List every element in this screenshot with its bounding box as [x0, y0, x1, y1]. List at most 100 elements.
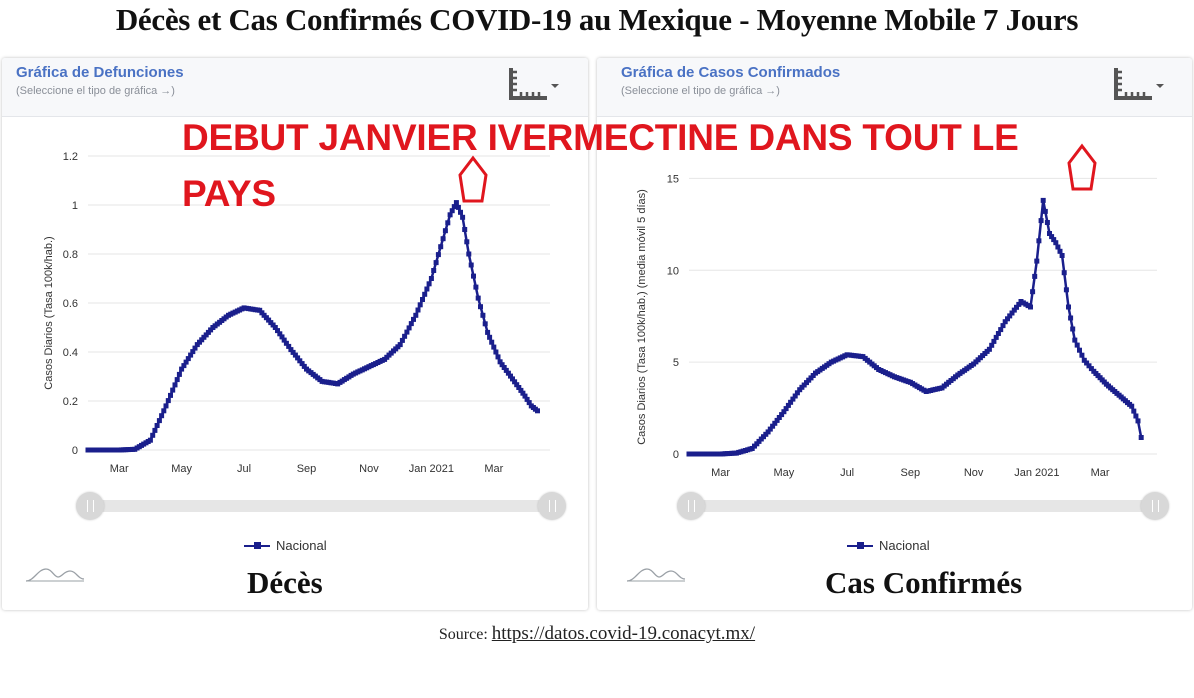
deaths-chart-panel: Gráfica de Defunciones (Seleccione el ti…	[2, 58, 588, 610]
y-tick-label: 0	[72, 445, 78, 457]
data-point	[995, 331, 1001, 336]
data-point	[466, 251, 472, 257]
date-range-slider[interactable]	[76, 492, 566, 520]
data-point	[1038, 218, 1044, 224]
data-point	[497, 359, 503, 365]
slider-track[interactable]	[90, 500, 552, 512]
data-point	[295, 355, 301, 361]
figure-title: Décès et Cas Confirmés COVID-19 au Mexiq…	[115, 2, 1079, 37]
data-point	[292, 352, 298, 358]
chart-type-selector[interactable]	[1112, 64, 1168, 104]
series-line	[88, 201, 539, 452]
data-point	[406, 325, 412, 331]
data-point	[190, 349, 196, 355]
panel-title: Gráfica de Casos Confirmados	[621, 64, 841, 81]
data-point	[290, 349, 296, 355]
data-point	[259, 310, 265, 316]
data-point	[1138, 435, 1144, 440]
data-point	[495, 354, 501, 360]
data-point	[163, 403, 169, 409]
data-point	[1063, 287, 1069, 293]
source-line: Source: https://datos.covid-19.conacyt.m…	[0, 623, 1194, 645]
data-point	[161, 408, 167, 414]
slider-end-handle[interactable]	[538, 492, 566, 520]
peak-highlight-cases	[1067, 143, 1097, 191]
legend-label: Nacional	[879, 538, 930, 553]
data-point	[526, 400, 532, 406]
chart-type-selector[interactable]	[507, 64, 563, 104]
slider-track[interactable]	[691, 500, 1155, 512]
slider-end-handle[interactable]	[1141, 492, 1169, 520]
data-point	[440, 236, 446, 242]
data-point	[1040, 197, 1046, 203]
data-point	[1068, 315, 1074, 321]
data-point	[1007, 313, 1013, 319]
data-point	[781, 409, 787, 415]
data-point	[286, 343, 292, 349]
data-point	[272, 325, 278, 330]
legend[interactable]: Nacional	[244, 538, 327, 553]
data-point	[1049, 234, 1055, 240]
data-point	[417, 302, 423, 308]
data-point	[453, 200, 459, 206]
x-tick-label: Jan 2021	[409, 463, 454, 475]
x-tick-label: Mar	[1091, 467, 1110, 479]
data-point	[480, 312, 486, 318]
y-tick-label: 1.2	[63, 151, 78, 163]
date-range-slider[interactable]	[677, 492, 1169, 520]
data-point	[779, 412, 785, 418]
data-point	[1016, 301, 1022, 307]
data-point	[774, 417, 780, 423]
cases-chart: 0 5 10 15 Mar May Jul Sep Nov Jan 2021 Mar Casos Di…	[636, 173, 1157, 479]
data-point	[275, 328, 280, 334]
data-point	[413, 312, 419, 318]
y-axis-label: Casos Diarios (Tasa 100k/hab.) (media mó…	[636, 189, 648, 445]
data-point	[408, 321, 414, 327]
data-point	[1061, 270, 1067, 276]
x-tick-label: Sep	[901, 467, 921, 479]
data-point	[283, 340, 289, 346]
data-point	[402, 333, 408, 339]
data-point	[288, 347, 294, 353]
x-tick-label: Mar	[484, 463, 503, 475]
y-tick-label: 0.2	[63, 396, 78, 408]
data-point	[464, 239, 470, 245]
data-point	[790, 396, 796, 402]
data-point	[1133, 413, 1139, 419]
data-point	[986, 346, 992, 352]
deaths-chart: 0 0.2 0.4 0.6 0.8 1 1.2 Mar May Jul Sep Nov Jan 2021…	[43, 151, 550, 475]
data-point	[493, 349, 499, 355]
x-tick-label: Mar	[711, 467, 730, 479]
data-point	[147, 437, 153, 443]
x-tick-label: Nov	[359, 463, 379, 475]
x-tick-label: Jan 2021	[1014, 467, 1059, 479]
data-point	[487, 334, 493, 340]
data-point	[279, 334, 285, 340]
slider-start-handle[interactable]	[76, 492, 104, 520]
slider-start-handle[interactable]	[677, 492, 705, 520]
data-point	[998, 327, 1004, 333]
data-point	[462, 227, 468, 232]
source-link[interactable]: https://datos.covid-19.conacyt.mx/	[491, 623, 756, 644]
data-point	[993, 334, 999, 340]
data-point	[1066, 304, 1071, 310]
data-point	[1011, 307, 1017, 313]
data-point	[277, 331, 283, 337]
data-point	[451, 204, 457, 210]
x-tick-label: Sep	[297, 463, 317, 475]
y-tick-label: 1	[72, 200, 78, 212]
data-point	[776, 415, 782, 420]
data-point	[1030, 289, 1036, 295]
data-point	[1081, 357, 1087, 363]
data-point	[1042, 208, 1048, 214]
y-tick-label: 10	[667, 265, 679, 277]
data-point	[428, 276, 434, 281]
y-tick-label: 0.8	[63, 249, 78, 261]
data-point	[1032, 273, 1038, 279]
data-point	[150, 432, 156, 438]
x-tick-label: May	[171, 463, 192, 475]
legend[interactable]: Nacional	[847, 538, 930, 553]
data-point	[785, 402, 791, 408]
data-point	[411, 316, 416, 322]
panel-caption: Cas Confirmés	[825, 565, 1023, 600]
